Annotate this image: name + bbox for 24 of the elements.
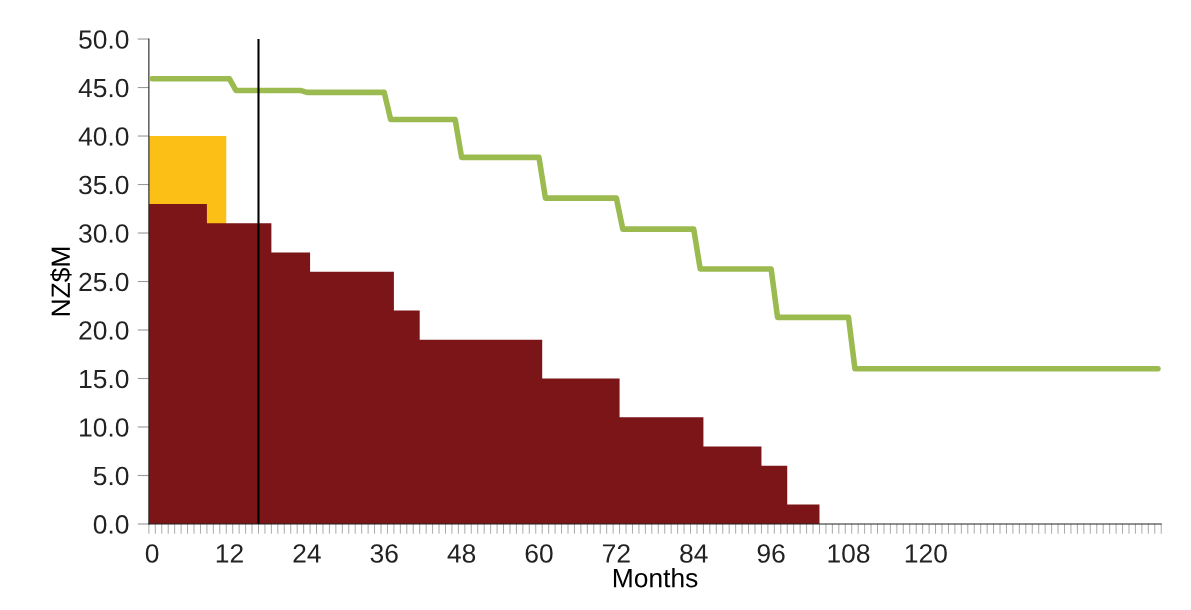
y-axis-title: NZ$M [50, 247, 72, 316]
y-tick-label: 25.0 [79, 272, 129, 292]
x-tick-label: 72 [603, 544, 630, 563]
x-tick-label: 96 [757, 544, 785, 563]
y-tick-label: 35.0 [79, 175, 129, 195]
x-tick-label: 0 [145, 544, 159, 563]
y-tick-label: 5.0 [93, 466, 129, 486]
x-tick-label: 84 [680, 544, 708, 563]
y-tick-label: 50.0 [79, 30, 129, 49]
x-axis-title: Months [613, 568, 698, 588]
x-tick-label: 48 [447, 544, 476, 563]
x-tick-label: 24 [293, 544, 321, 563]
x-tick-label: 120 [905, 544, 947, 563]
y-tick-label: 0.0 [93, 515, 129, 534]
y-tick-label: 40.0 [78, 127, 129, 146]
y-tick-label: 30.0 [79, 224, 129, 243]
x-tick-label: 108 [828, 544, 870, 563]
x-tick-label: 60 [525, 544, 553, 563]
y-tick-label: 45.0 [78, 78, 129, 98]
x-tick-label: 36 [370, 544, 398, 563]
y-tick-label: 15.0 [80, 369, 129, 389]
x-tick-label: 12 [216, 544, 243, 563]
y-tick-label: 10.0 [80, 418, 129, 437]
y-tick-label: 20.0 [79, 321, 129, 340]
